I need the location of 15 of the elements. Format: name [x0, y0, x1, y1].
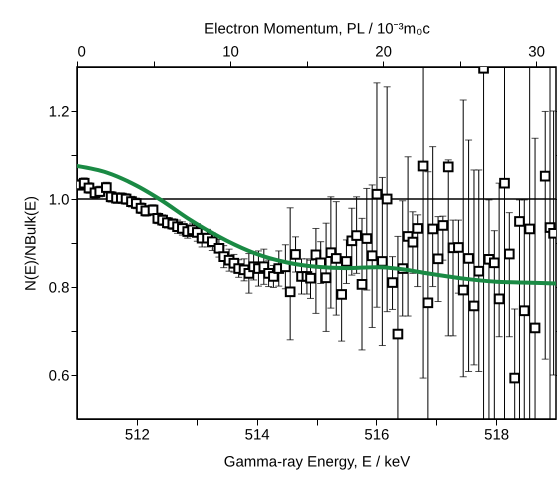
x-tick-label: 514 [244, 426, 270, 444]
x-tick-label: 512 [124, 426, 150, 444]
x2-axis-title: Electron Momentum, PL / 10⁻³m₀c [204, 20, 430, 38]
x-tick-label: 516 [364, 426, 390, 444]
x2-tick-label: 20 [375, 44, 392, 60]
y-tick-label: 0.8 [48, 280, 70, 296]
x-tick-label: 518 [484, 426, 510, 444]
y-tick-label: 1.0 [48, 192, 70, 208]
y-axis-title: N(E)/NBulk(E) [22, 196, 40, 292]
y-tick-label: 1.2 [48, 104, 70, 120]
x2-tick-label: 10 [222, 44, 239, 60]
x2-tick-label: 30 [528, 44, 545, 60]
x-axis-title: Gamma-ray Energy, E / keV [224, 454, 410, 470]
y-tick-label: 0.6 [48, 368, 70, 384]
x2-tick-label: 0 [78, 44, 86, 60]
